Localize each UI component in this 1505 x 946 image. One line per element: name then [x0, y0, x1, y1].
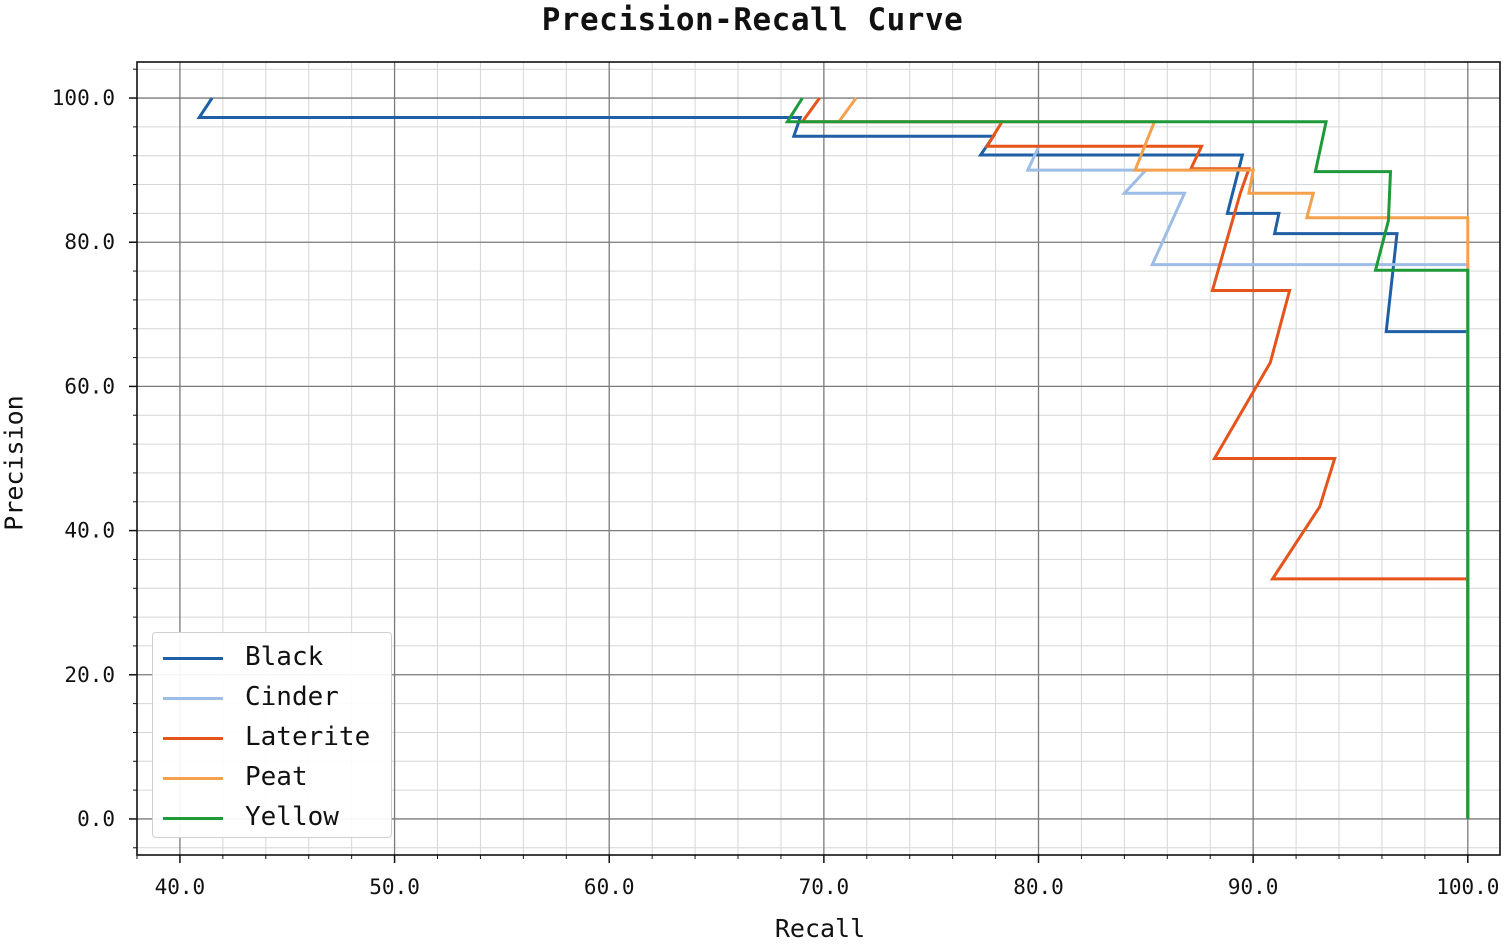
legend-label-black: Black [245, 642, 324, 672]
x-tick-label: 100.0 [1436, 875, 1499, 899]
legend-item-cinder: Cinder [153, 677, 391, 717]
legend-swatch-yellow [163, 817, 223, 820]
x-tick-label: 80.0 [1013, 875, 1064, 899]
legend-label-cinder: Cinder [245, 682, 339, 712]
x-tick-label: 40.0 [155, 875, 206, 899]
series-layer [196, 97, 1470, 819]
legend-swatch-peat [163, 777, 223, 780]
legend-item-peat: Peat [153, 757, 391, 797]
y-axis-label: Precision [0, 395, 29, 531]
axis-tick-labels: 40.0 50.0 60.0 70.0 80.0 90.0 100.0 0.0 20.0 40.0… [52, 86, 1500, 899]
y-tick-label: 0.0 [77, 807, 115, 831]
y-tick-label: 20.0 [64, 663, 115, 687]
x-tick-label: 70.0 [799, 875, 850, 899]
legend-swatch-laterite [163, 737, 223, 740]
legend-swatch-cinder [163, 697, 223, 700]
legend-swatch-black [163, 657, 223, 660]
axis-ticks [129, 68, 1469, 863]
legend-label-laterite: Laterite [245, 722, 371, 752]
legend-item-yellow: Yellow [153, 797, 391, 837]
series-line-cinder [1025, 146, 1470, 819]
legend-item-laterite: Laterite [153, 717, 391, 757]
legend: Black Cinder Laterite Peat Yellow [152, 632, 392, 838]
legend-label-yellow: Yellow [245, 802, 339, 832]
legend-item-black: Black [153, 637, 391, 677]
x-tick-label: 50.0 [369, 875, 420, 899]
x-tick-label: 60.0 [584, 875, 635, 899]
y-tick-label: 100.0 [52, 86, 115, 110]
x-axis-label: Recall [774, 914, 866, 943]
plot-frame [136, 61, 1501, 856]
series-line-laterite [799, 97, 1470, 819]
series-line-peat [835, 97, 1470, 819]
y-tick-label: 40.0 [64, 519, 115, 543]
y-tick-label: 80.0 [64, 230, 115, 254]
x-tick-label: 90.0 [1228, 875, 1279, 899]
chart-title: Precision-Recall Curve [541, 2, 964, 38]
series-line-yellow [784, 97, 1470, 819]
y-tick-label: 60.0 [64, 374, 115, 398]
legend-label-peat: Peat [245, 762, 308, 792]
